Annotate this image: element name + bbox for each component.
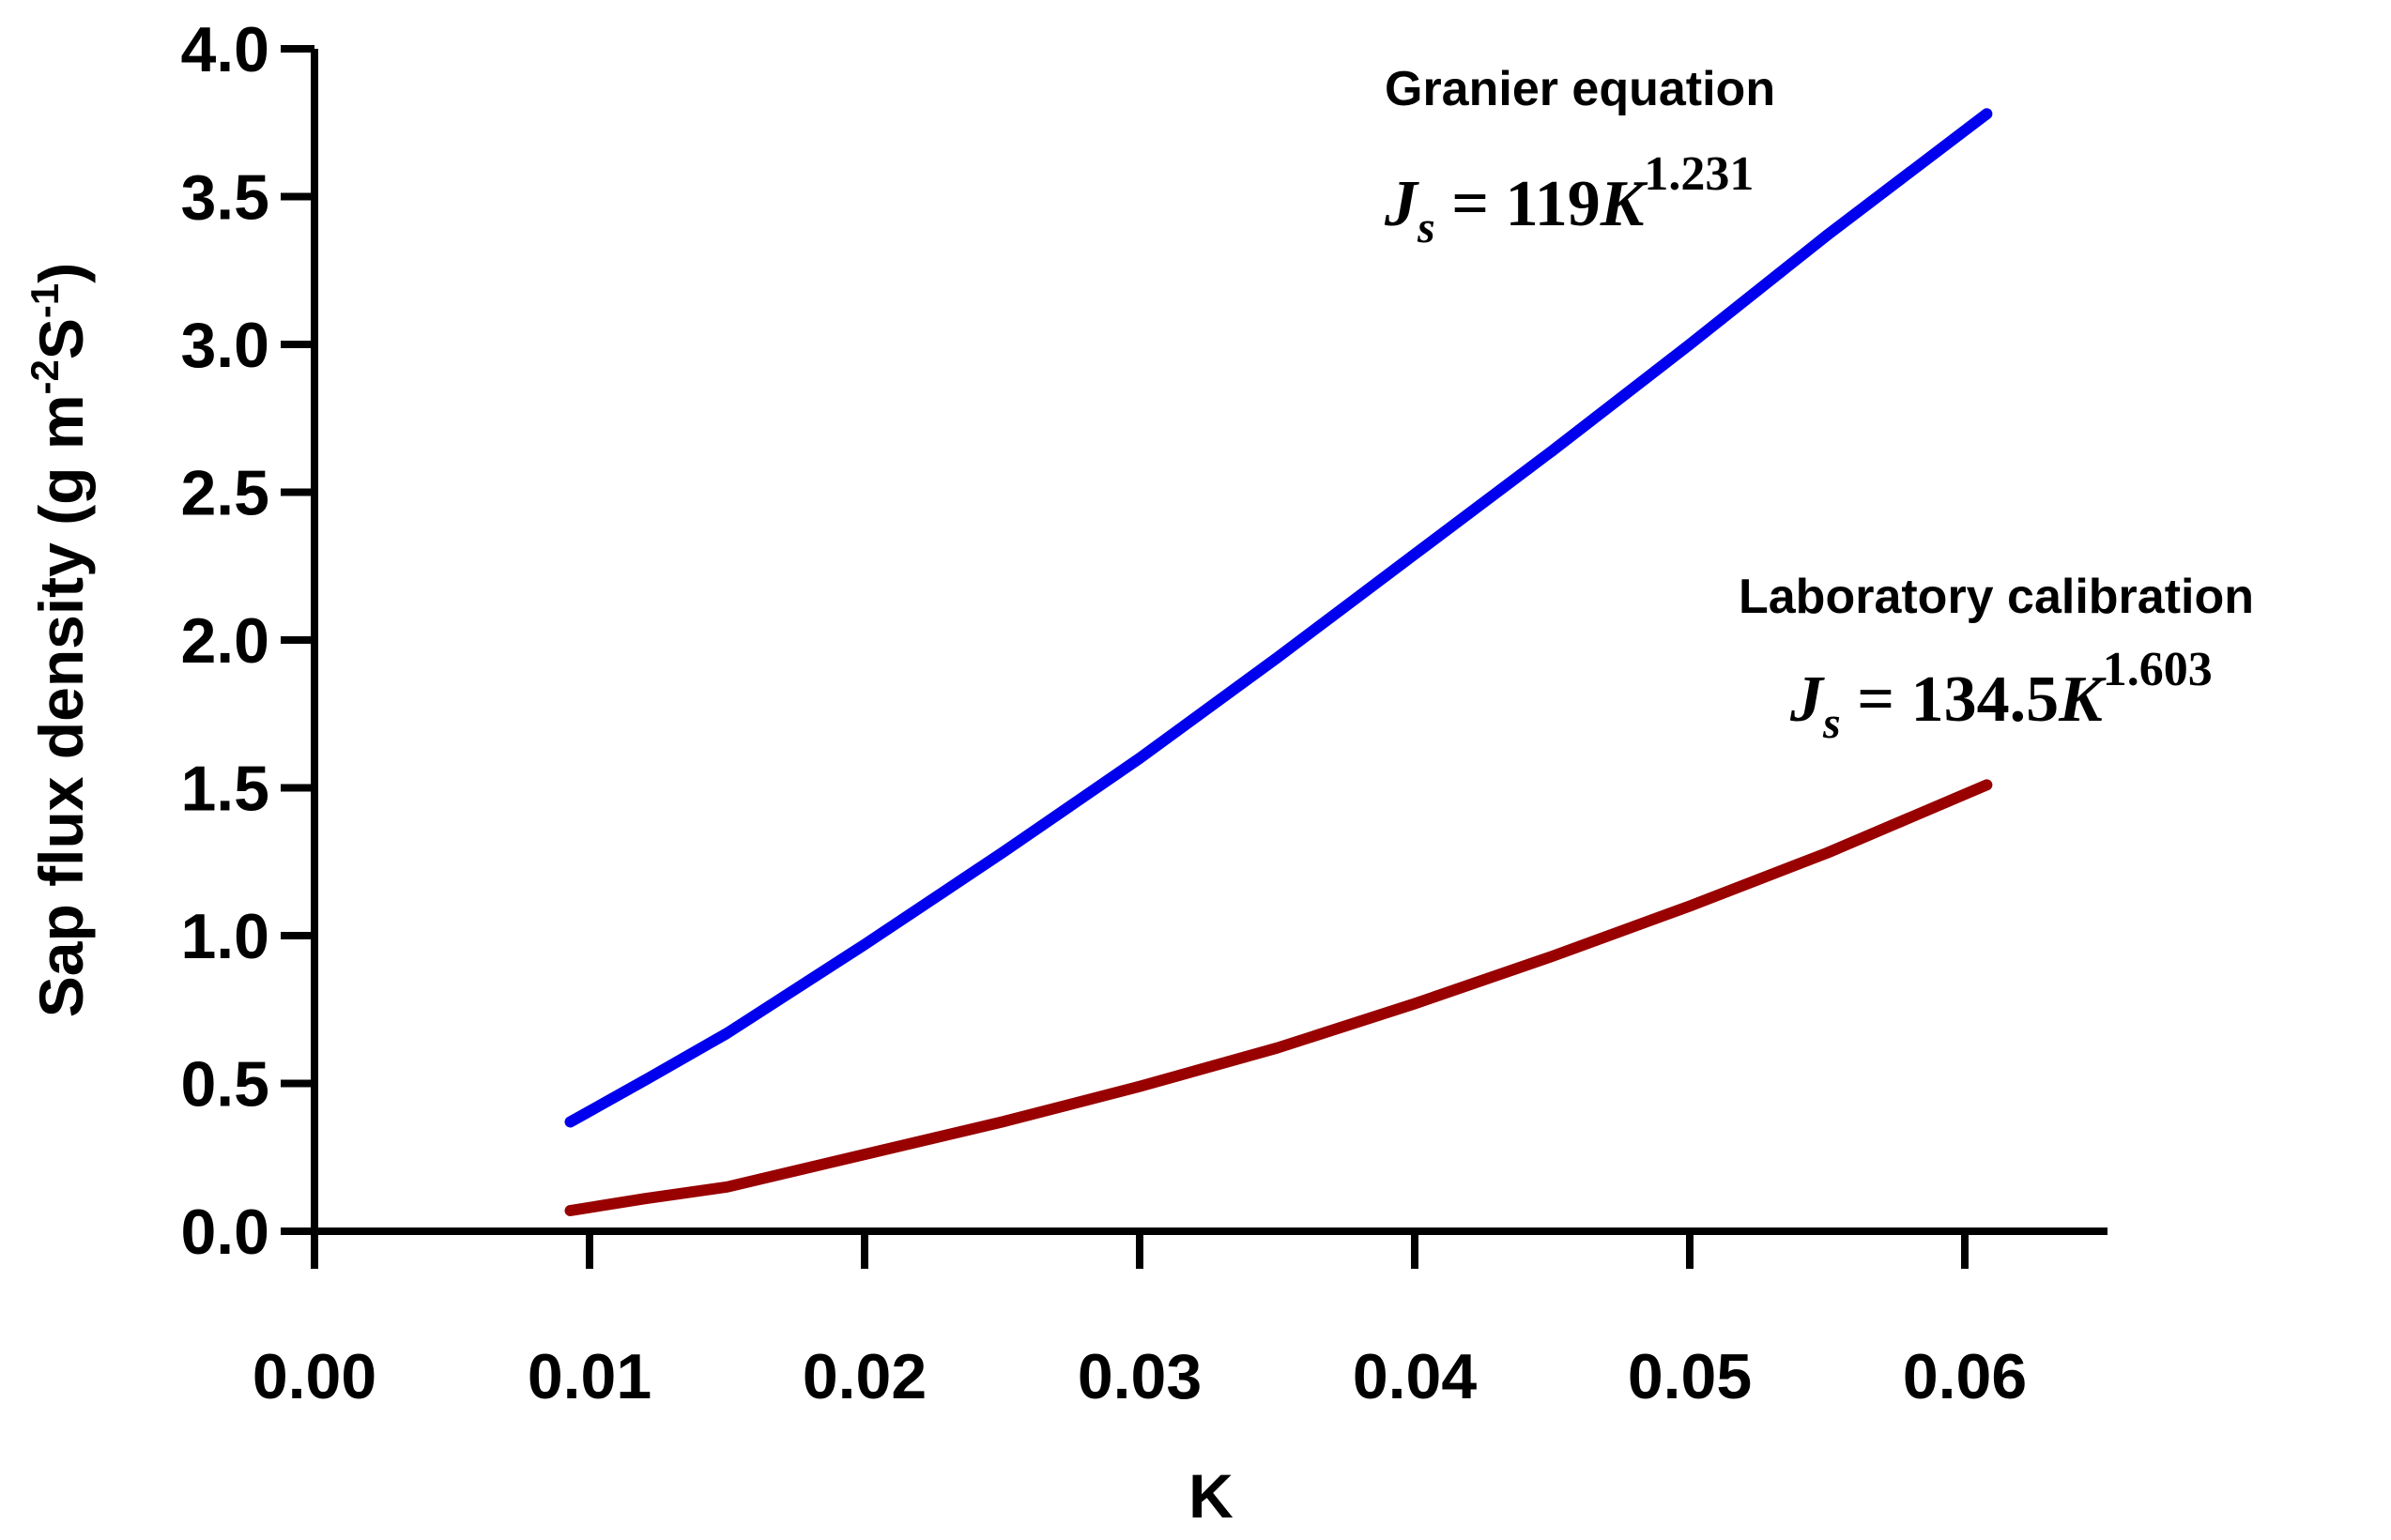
y-axis-title-sup2: -1	[23, 283, 67, 318]
y-tick-label: 1.0	[180, 901, 269, 972]
annotation-granier-equation: Js = 119K1.231	[1384, 147, 1754, 252]
y-axis-title-mid: S	[26, 318, 96, 359]
y-tick-label: 1.5	[180, 754, 269, 825]
annotation-lab-equation: Js = 134.5K1.603	[1789, 643, 2213, 748]
eq-lhs: J	[1384, 168, 1419, 240]
x-tick-label: 0.04	[1353, 1341, 1478, 1412]
y-axis-title-sup1: -2	[23, 359, 67, 394]
y-tick-label: 0.5	[180, 1049, 269, 1121]
y-tick-label: 3.0	[180, 310, 269, 381]
eq-var: K	[1600, 168, 1648, 240]
eq-sub: s	[1822, 698, 1841, 748]
y-tick-label: 4.0	[180, 14, 269, 85]
y-tick-label: 0.0	[180, 1197, 269, 1268]
eq-lhs: J	[1789, 663, 1825, 736]
eq-mid: = 134.5	[1841, 663, 2059, 736]
eq-exp: 1.603	[2103, 643, 2213, 696]
series-lines	[564, 108, 1993, 1216]
eq-mid: = 119	[1435, 168, 1601, 240]
x-tick-label: 0.01	[528, 1341, 651, 1412]
x-tick-label: 0.06	[1903, 1341, 2027, 1412]
x-tick-label: 0.03	[1078, 1341, 1202, 1412]
annotation-granier-title: Granier equation	[1385, 62, 1775, 116]
series-line-granier	[564, 108, 1993, 1128]
eq-var: K	[2058, 663, 2107, 736]
y-axis-title-end: )	[26, 263, 96, 283]
x-tick-label: 0.05	[1628, 1341, 1752, 1412]
x-axis-title: K	[1188, 1461, 1234, 1531]
y-tick-label: 3.5	[180, 162, 269, 234]
y-tick-label: 2.0	[180, 605, 269, 677]
annotation-lab-title: Laboratory calibration	[1739, 570, 2254, 624]
ticks: 0.00 0.01 0.02 0.03 0.04 0.05 0.06 0.0 0.5 1.0 1.5…	[180, 14, 2027, 1412]
y-tick-label: 2.5	[180, 458, 269, 529]
eq-sub: s	[1417, 203, 1435, 252]
eq-exp: 1.231	[1644, 147, 1754, 201]
x-tick-label: 0.02	[803, 1341, 927, 1412]
y-axis-title: Sap flux density (g m-2S-1)	[23, 263, 96, 1018]
y-axis-title-main: Sap flux density (g m	[26, 394, 96, 1017]
series-line-laboratory	[564, 779, 1993, 1216]
x-tick-label: 0.00	[253, 1341, 376, 1412]
